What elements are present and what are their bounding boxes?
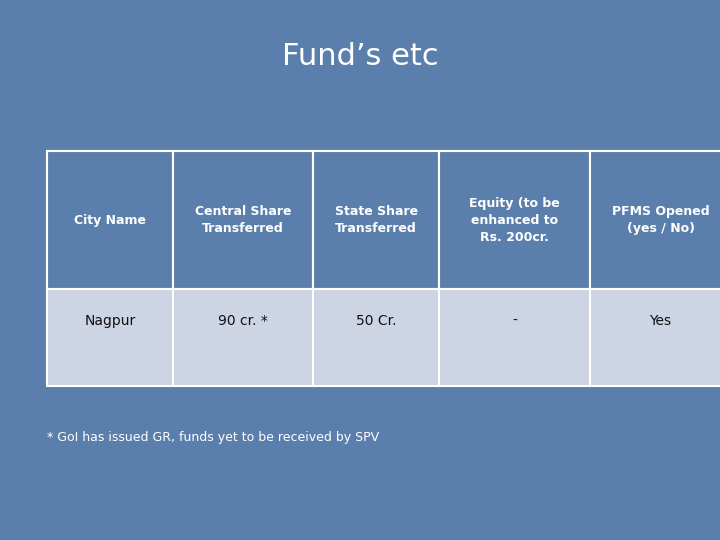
Bar bbox=[313, 289, 439, 386]
Text: Equity (to be
enhanced to
Rs. 200cr.: Equity (to be enhanced to Rs. 200cr. bbox=[469, 197, 560, 244]
Bar bbox=[439, 151, 590, 289]
Text: Nagpur: Nagpur bbox=[84, 314, 135, 328]
Bar bbox=[173, 151, 313, 289]
Text: State Share
Transferred: State Share Transferred bbox=[335, 205, 418, 235]
Text: -: - bbox=[513, 314, 517, 328]
Text: * GoI has issued GR, funds yet to be received by SPV: * GoI has issued GR, funds yet to be rec… bbox=[47, 431, 379, 444]
Text: City Name: City Name bbox=[73, 213, 145, 227]
Text: Fund’s etc: Fund’s etc bbox=[282, 42, 438, 71]
Bar bbox=[590, 151, 720, 289]
Bar bbox=[47, 289, 173, 386]
Text: PFMS Opened
(yes / No): PFMS Opened (yes / No) bbox=[612, 205, 709, 235]
Text: 90 cr. *: 90 cr. * bbox=[218, 314, 268, 328]
Bar bbox=[590, 289, 720, 386]
Text: Yes: Yes bbox=[649, 314, 672, 328]
Text: 50 Cr.: 50 Cr. bbox=[356, 314, 397, 328]
Text: Central Share
Transferred: Central Share Transferred bbox=[194, 205, 292, 235]
Bar bbox=[313, 151, 439, 289]
Bar bbox=[439, 289, 590, 386]
Bar bbox=[173, 289, 313, 386]
Bar bbox=[47, 151, 173, 289]
